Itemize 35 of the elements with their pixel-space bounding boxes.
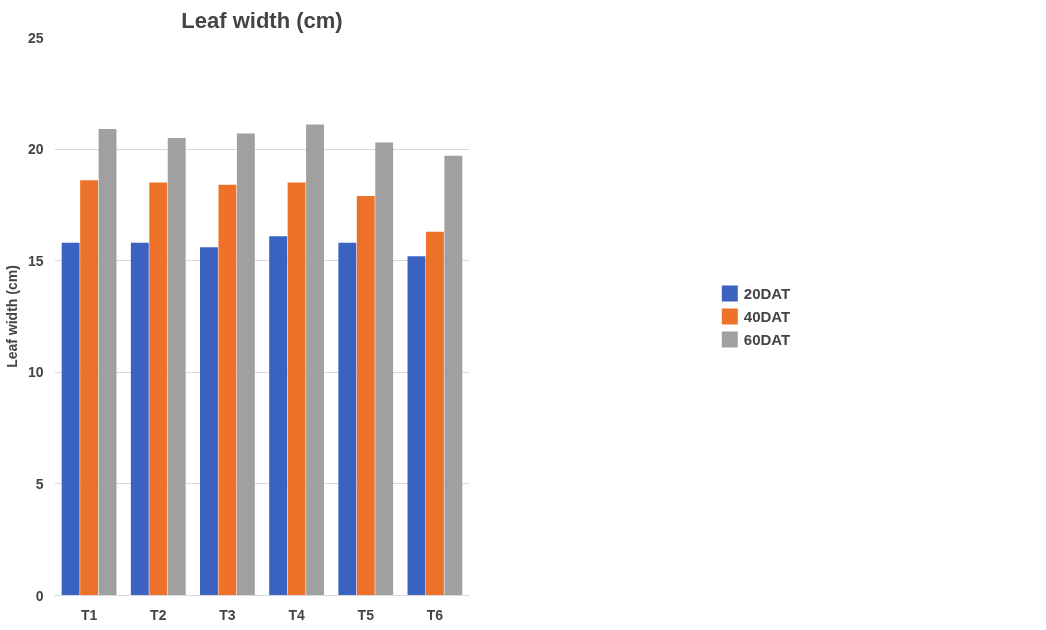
bar — [375, 142, 394, 596]
bar — [356, 195, 375, 596]
x-tick-label: T4 — [288, 606, 305, 623]
legend-label: 40DAT — [743, 307, 791, 325]
bar — [167, 137, 186, 596]
x-tick-label: T6 — [426, 606, 444, 623]
chart-title: Leaf width (cm) — [181, 7, 343, 33]
bar — [425, 231, 444, 596]
bar — [218, 184, 237, 596]
y-tick-label: 25 — [27, 29, 44, 46]
x-tick-label: T3 — [219, 606, 236, 623]
bar — [444, 155, 463, 596]
legend-label: 60DAT — [743, 330, 791, 348]
bar — [236, 133, 255, 596]
bar — [61, 242, 80, 596]
y-axis-title: Leaf width (cm) — [3, 265, 20, 368]
y-tick-label: 10 — [27, 364, 44, 381]
bar — [80, 180, 99, 596]
x-tick-label: T5 — [357, 606, 375, 623]
y-tick-label: 15 — [27, 252, 44, 269]
legend-label: 20DAT — [743, 284, 791, 302]
bar — [287, 182, 306, 596]
bar — [98, 129, 117, 596]
bar — [200, 247, 218, 596]
bar — [149, 182, 168, 596]
bar — [130, 242, 149, 596]
bar — [338, 242, 357, 596]
y-tick-label: 20 — [27, 141, 44, 158]
bar — [269, 236, 288, 596]
bar — [306, 124, 324, 596]
y-tick-label: 0 — [35, 587, 44, 604]
y-tick-label: 5 — [35, 475, 44, 492]
x-tick-label: T1 — [80, 606, 98, 623]
x-tick-label: T2 — [150, 606, 167, 623]
bar — [407, 256, 426, 596]
